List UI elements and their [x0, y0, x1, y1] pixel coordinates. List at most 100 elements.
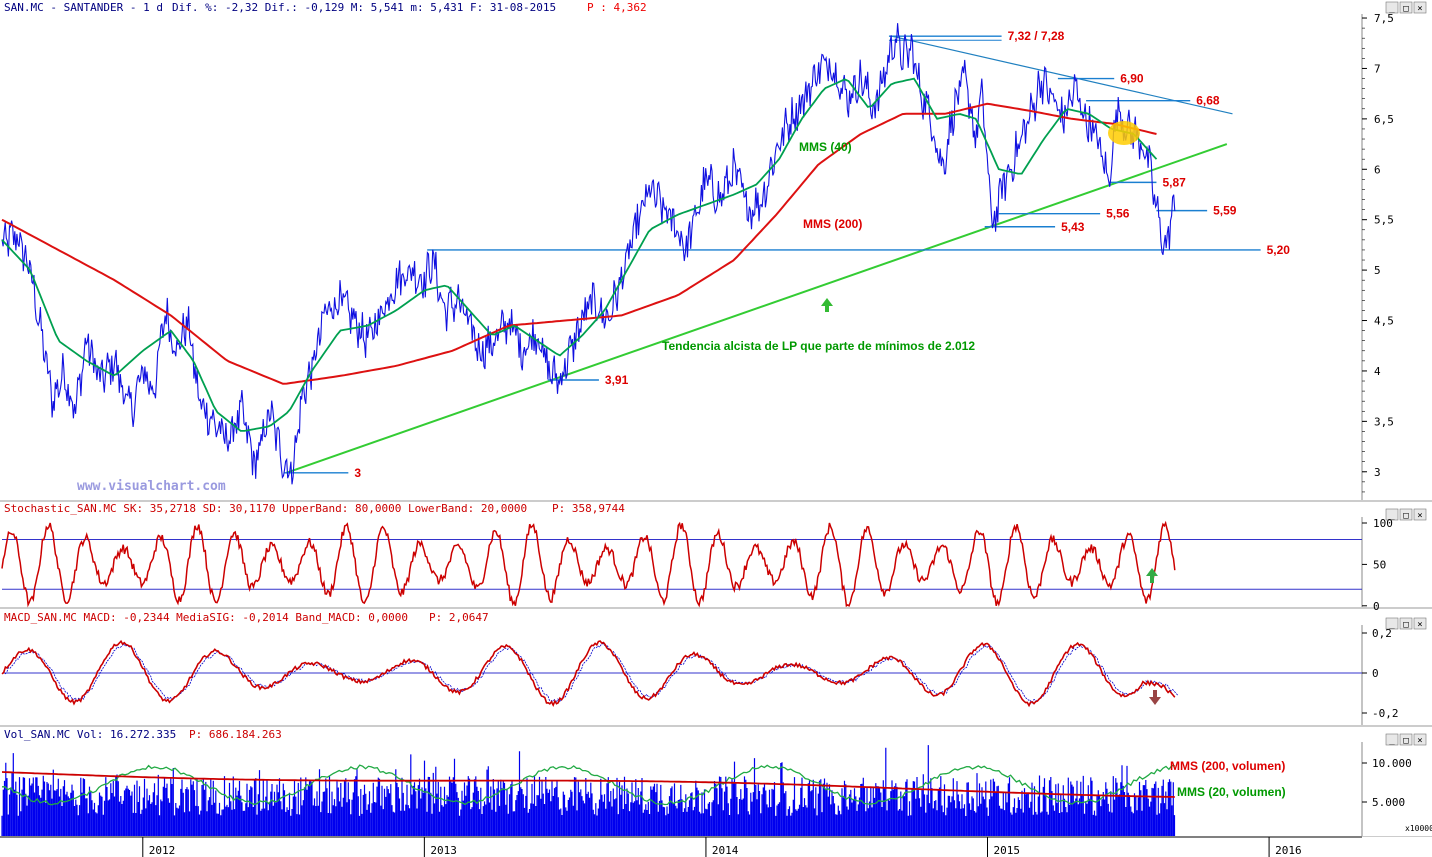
- minimize-icon: _: [1389, 4, 1395, 14]
- volume-mms20-label: MMS (20, volumen): [1177, 785, 1286, 799]
- level-label: 3: [354, 466, 361, 480]
- stochastic-up-arrow-icon: [1146, 568, 1158, 583]
- volume-mms20-line: [1, 764, 1175, 806]
- time-axis-label: 2013: [430, 844, 457, 857]
- window-button: [1413, 508, 1427, 521]
- stochastic-axis-label: 50: [1373, 558, 1386, 571]
- volume-bars: [1, 745, 1176, 836]
- close-icon: ×: [1417, 4, 1422, 14]
- panel-frames: [0, 14, 1432, 857]
- watermark: www.visualchart.com: [77, 479, 226, 494]
- macd-plot: [1, 639, 1362, 708]
- window-button: [1385, 508, 1399, 521]
- stochastic-header-p: P: 358,9744: [552, 502, 625, 515]
- volume-axis-label: 10.000: [1372, 757, 1412, 770]
- axes: 7,5 7 6,5 6 5,5 5 4,5 4 3,5 3 100 50 0 0,2 0 -0,2 10.000…: [142, 12, 1412, 857]
- window-button: [1413, 733, 1427, 746]
- window-button: [1399, 733, 1413, 746]
- window-button: [1399, 508, 1413, 521]
- mms40-label: MMS (40): [799, 140, 852, 154]
- level-label: 7,32 / 7,28: [1008, 29, 1065, 43]
- price-panel-header: SAN.MC - SANTANDER - 1 d Dif. %: -2,32 D…: [4, 1, 647, 14]
- price-axis-label: 3,5: [1374, 415, 1394, 428]
- mms200-line: [1, 102, 1157, 385]
- price-axis-label: 4,5: [1374, 315, 1394, 328]
- macd-header-p: P: 2,0647: [429, 611, 489, 624]
- time-axis-label: 2012: [149, 844, 176, 857]
- price-header-symbol: SAN.MC - SANTANDER - 1 d: [4, 1, 163, 14]
- time-axis-background: [0, 837, 1432, 857]
- close-icon: ×: [1417, 511, 1422, 521]
- volume-header-text: Vol_SAN.MC Vol: 16.272.335: [4, 728, 176, 741]
- window-button: [1399, 1, 1413, 14]
- level-label: 5,56: [1106, 207, 1130, 221]
- window-button: [1385, 1, 1399, 14]
- minimize-icon: _: [1389, 620, 1395, 630]
- level-label: 5,20: [1267, 243, 1291, 257]
- mms200-label: MMS (200): [803, 217, 862, 231]
- price-series-line: [1, 23, 1176, 485]
- up-arrow-icon: [821, 298, 833, 312]
- macd-line: [1, 639, 1176, 708]
- price-header-fields: Dif. %: -2,32 Dif.: -0,129 M: 5,541 m: 5…: [172, 1, 556, 14]
- highlight-circle: [1108, 121, 1140, 145]
- volume-mms200-line: [1, 771, 1175, 798]
- window-button: [1385, 617, 1399, 630]
- price-axis-label: 3: [1374, 466, 1381, 479]
- macd-axis-label: 0: [1372, 667, 1379, 680]
- price-axis-label: 5: [1374, 264, 1381, 277]
- price-plot: 7,32 / 7,28 6,90 6,68 5,87 5,59 5,56 5,43 5,20 3…: [1, 23, 1291, 485]
- level-label: 6,90: [1120, 72, 1144, 86]
- volume-multiplier: x10000: [1405, 824, 1432, 833]
- volume-mms200-label: MMS (200, volumen): [1170, 759, 1285, 773]
- volume-header-p: P: 686.184.263: [189, 728, 282, 741]
- close-icon: ×: [1417, 736, 1422, 746]
- level-label: 5,87: [1162, 175, 1186, 189]
- macd-header-text: MACD_SAN.MC MACD: -0,2344 MediaSIG: -0,2…: [4, 611, 408, 624]
- time-axis-label: 2015: [994, 844, 1021, 857]
- stochastic-line: [1, 520, 1176, 608]
- long-term-trendline: [286, 143, 1228, 474]
- macd-signal-line: [4, 643, 1179, 704]
- maximize-icon: □: [1403, 511, 1409, 521]
- minimize-icon: _: [1389, 736, 1395, 746]
- level-label: 3,91: [605, 373, 629, 387]
- window-button: [1399, 617, 1413, 630]
- macd-panel-header: MACD_SAN.MC MACD: -0,2344 MediaSIG: -0,2…: [4, 611, 489, 624]
- volume-plot: [1, 745, 1176, 836]
- price-axis-label: 5,5: [1374, 214, 1394, 227]
- maximize-icon: □: [1403, 4, 1409, 14]
- volume-panel-header: Vol_SAN.MC Vol: 16.272.335 P: 686.184.26…: [4, 728, 282, 741]
- window-button: [1413, 617, 1427, 630]
- stochastic-axis-label: 0: [1373, 600, 1380, 613]
- stochastic-panel-header: Stochastic_SAN.MC SK: 35,2718 SD: 30,117…: [4, 502, 625, 515]
- maximize-icon: □: [1403, 736, 1409, 746]
- window-button: [1413, 1, 1427, 14]
- level-label: 5,59: [1213, 204, 1237, 218]
- level-label: 5,43: [1061, 220, 1085, 234]
- price-axis-label: 4: [1374, 365, 1381, 378]
- volume-axis-label: 5.000: [1372, 796, 1405, 809]
- stochastic-plot: [1, 520, 1362, 608]
- stochastic-axis-label: 100: [1373, 517, 1393, 530]
- close-icon: ×: [1417, 620, 1422, 630]
- maximize-icon: □: [1403, 620, 1409, 630]
- price-axis-label: 6,5: [1374, 113, 1394, 126]
- macd-axis-label: -0,2: [1372, 707, 1399, 720]
- price-axis-label: 7: [1374, 62, 1381, 75]
- time-axis-label: 2016: [1275, 844, 1302, 857]
- price-axis-label: 6: [1374, 163, 1381, 176]
- level-label: 6,68: [1196, 94, 1220, 108]
- price-axis-label: 7,5: [1374, 12, 1394, 25]
- price-header-p: P : 4,362: [587, 1, 647, 14]
- time-axis-label: 2014: [712, 844, 739, 857]
- panel-window-buttons: _ □ × _ □ × _ □ × _ □ ×: [1385, 1, 1427, 746]
- minimize-icon: _: [1389, 511, 1395, 521]
- stochastic-header-text: Stochastic_SAN.MC SK: 35,2718 SD: 30,117…: [4, 502, 527, 515]
- trendline-label: Tendencia alcista de LP que parte de mín…: [662, 339, 975, 353]
- macd-down-arrow-icon: [1149, 690, 1161, 705]
- macd-axis-label: 0,2: [1372, 627, 1392, 640]
- mms40-line: [1, 77, 1158, 432]
- window-button: [1385, 733, 1399, 746]
